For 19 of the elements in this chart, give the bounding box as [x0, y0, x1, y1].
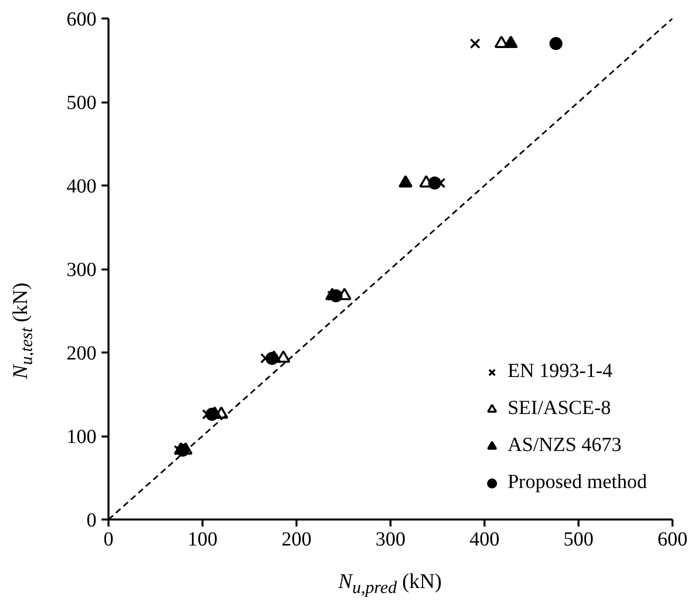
x-tick-label: 500 [564, 528, 594, 550]
x-tick-label: 200 [282, 528, 312, 550]
x-tick-label: 300 [376, 528, 406, 550]
legend-label: SEI/ASCE-8 [508, 397, 611, 420]
y-tick-label: 100 [66, 426, 96, 448]
x-tick-label: 100 [188, 528, 218, 550]
x-tick-label: 0 [104, 528, 114, 550]
y-tick-label: 300 [66, 259, 96, 281]
y-tick-label: 0 [86, 510, 96, 532]
x-axis-title: N$_{u,pred}$ (kN) [338, 568, 442, 600]
y-tick-label: 200 [66, 342, 96, 364]
x-tick-label: 400 [470, 528, 500, 550]
legend-label: AS/NZS 4673 [508, 434, 622, 457]
x-tick-label: 600 [658, 528, 688, 550]
legend-label: Proposed method [508, 471, 647, 494]
y-tick-label: 400 [66, 176, 96, 198]
y-tick-label: 600 [66, 8, 96, 30]
y-tick-label: 500 [66, 92, 96, 114]
legend-label: EN 1993-1-4 [508, 360, 613, 383]
